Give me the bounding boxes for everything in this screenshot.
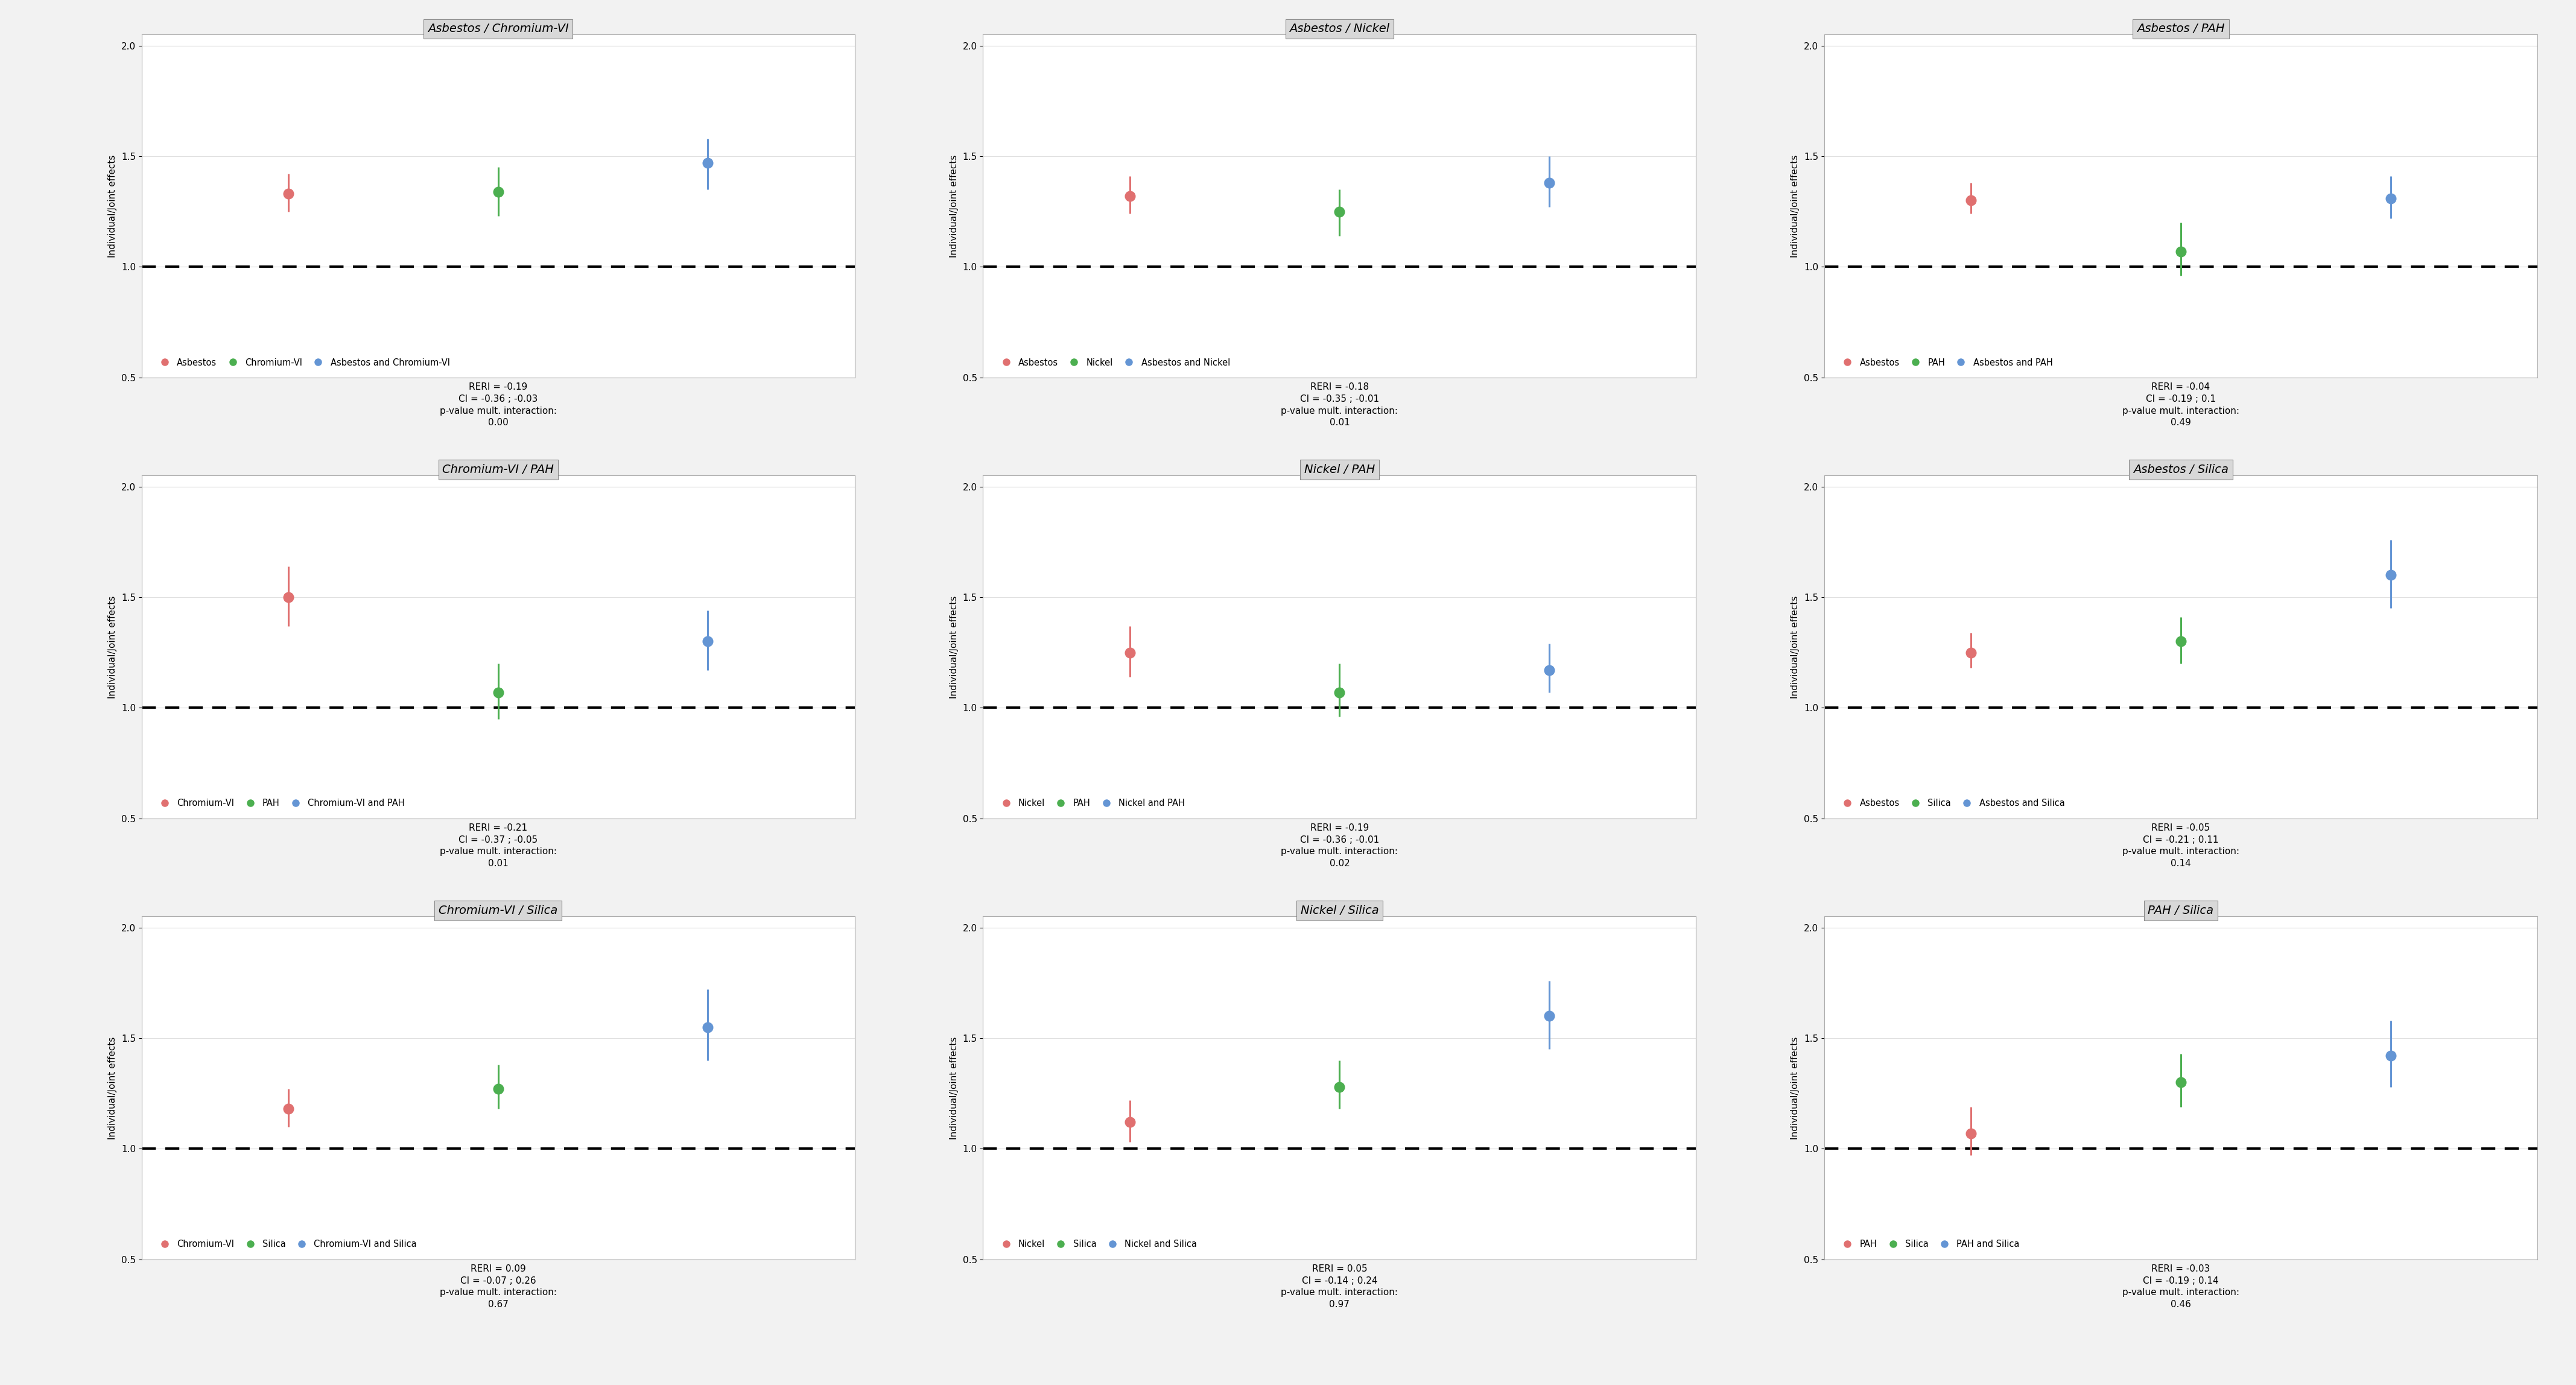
Y-axis label: Individual/Joint effects: Individual/Joint effects (1790, 596, 1801, 698)
Legend: Chromium-VI, PAH, Chromium-VI and PAH: Chromium-VI, PAH, Chromium-VI and PAH (152, 796, 407, 810)
Text: RERI = -0.19
CI = -0.36 ; -0.01
p-value mult. interaction:
0.02: RERI = -0.19 CI = -0.36 ; -0.01 p-value … (1280, 823, 1399, 868)
Y-axis label: Individual/Joint effects: Individual/Joint effects (108, 155, 116, 258)
Y-axis label: Individual/Joint effects: Individual/Joint effects (1790, 155, 1801, 258)
Legend: Asbestos, Nickel, Asbestos and Nickel: Asbestos, Nickel, Asbestos and Nickel (994, 356, 1234, 370)
Legend: Asbestos, Silica, Asbestos and Silica: Asbestos, Silica, Asbestos and Silica (1837, 796, 2069, 810)
Text: RERI = -0.05
CI = -0.21 ; 0.11
p-value mult. interaction:
0.14: RERI = -0.05 CI = -0.21 ; 0.11 p-value m… (2123, 823, 2239, 868)
Text: RERI = 0.05
CI = -0.14 ; 0.24
p-value mult. interaction:
0.97: RERI = 0.05 CI = -0.14 ; 0.24 p-value mu… (1280, 1265, 1399, 1309)
Text: Asbestos / Silica: Asbestos / Silica (2133, 464, 2228, 475)
Text: RERI = -0.21
CI = -0.37 ; -0.05
p-value mult. interaction:
0.01: RERI = -0.21 CI = -0.37 ; -0.05 p-value … (440, 823, 556, 868)
Text: PAH / Silica: PAH / Silica (2148, 904, 2213, 917)
Text: RERI = -0.18
CI = -0.35 ; -0.01
p-value mult. interaction:
0.01: RERI = -0.18 CI = -0.35 ; -0.01 p-value … (1280, 382, 1399, 428)
Legend: Chromium-VI, Silica, Chromium-VI and Silica: Chromium-VI, Silica, Chromium-VI and Sil… (152, 1237, 420, 1252)
Y-axis label: Individual/Joint effects: Individual/Joint effects (951, 596, 958, 698)
Y-axis label: Individual/Joint effects: Individual/Joint effects (1790, 1036, 1801, 1140)
Text: Asbestos / Chromium-VI: Asbestos / Chromium-VI (428, 24, 569, 35)
Legend: PAH, Silica, PAH and Silica: PAH, Silica, PAH and Silica (1837, 1237, 2022, 1252)
Text: Nickel / Silica: Nickel / Silica (1301, 904, 1378, 917)
Text: RERI = 0.09
CI = -0.07 ; 0.26
p-value mult. interaction:
0.67: RERI = 0.09 CI = -0.07 ; 0.26 p-value mu… (440, 1265, 556, 1309)
Legend: Asbestos, PAH, Asbestos and PAH: Asbestos, PAH, Asbestos and PAH (1837, 356, 2056, 370)
Text: Chromium-VI / PAH: Chromium-VI / PAH (443, 464, 554, 475)
Y-axis label: Individual/Joint effects: Individual/Joint effects (108, 596, 116, 698)
Legend: Nickel, Silica, Nickel and Silica: Nickel, Silica, Nickel and Silica (994, 1237, 1200, 1252)
Text: Asbestos / PAH: Asbestos / PAH (2138, 24, 2226, 35)
Text: RERI = -0.04
CI = -0.19 ; 0.1
p-value mult. interaction:
0.49: RERI = -0.04 CI = -0.19 ; 0.1 p-value mu… (2123, 382, 2239, 428)
Y-axis label: Individual/Joint effects: Individual/Joint effects (951, 1036, 958, 1140)
Text: Nickel / PAH: Nickel / PAH (1303, 464, 1376, 475)
Text: RERI = -0.19
CI = -0.36 ; -0.03
p-value mult. interaction:
0.00: RERI = -0.19 CI = -0.36 ; -0.03 p-value … (440, 382, 556, 428)
Y-axis label: Individual/Joint effects: Individual/Joint effects (108, 1036, 116, 1140)
Text: RERI = -0.03
CI = -0.19 ; 0.14
p-value mult. interaction:
0.46: RERI = -0.03 CI = -0.19 ; 0.14 p-value m… (2123, 1265, 2239, 1309)
Text: Chromium-VI / Silica: Chromium-VI / Silica (438, 904, 559, 917)
Legend: Asbestos, Chromium-VI, Asbestos and Chromium-VI: Asbestos, Chromium-VI, Asbestos and Chro… (152, 356, 453, 370)
Legend: Nickel, PAH, Nickel and PAH: Nickel, PAH, Nickel and PAH (994, 796, 1188, 810)
Y-axis label: Individual/Joint effects: Individual/Joint effects (951, 155, 958, 258)
Text: Asbestos / Nickel: Asbestos / Nickel (1291, 24, 1388, 35)
